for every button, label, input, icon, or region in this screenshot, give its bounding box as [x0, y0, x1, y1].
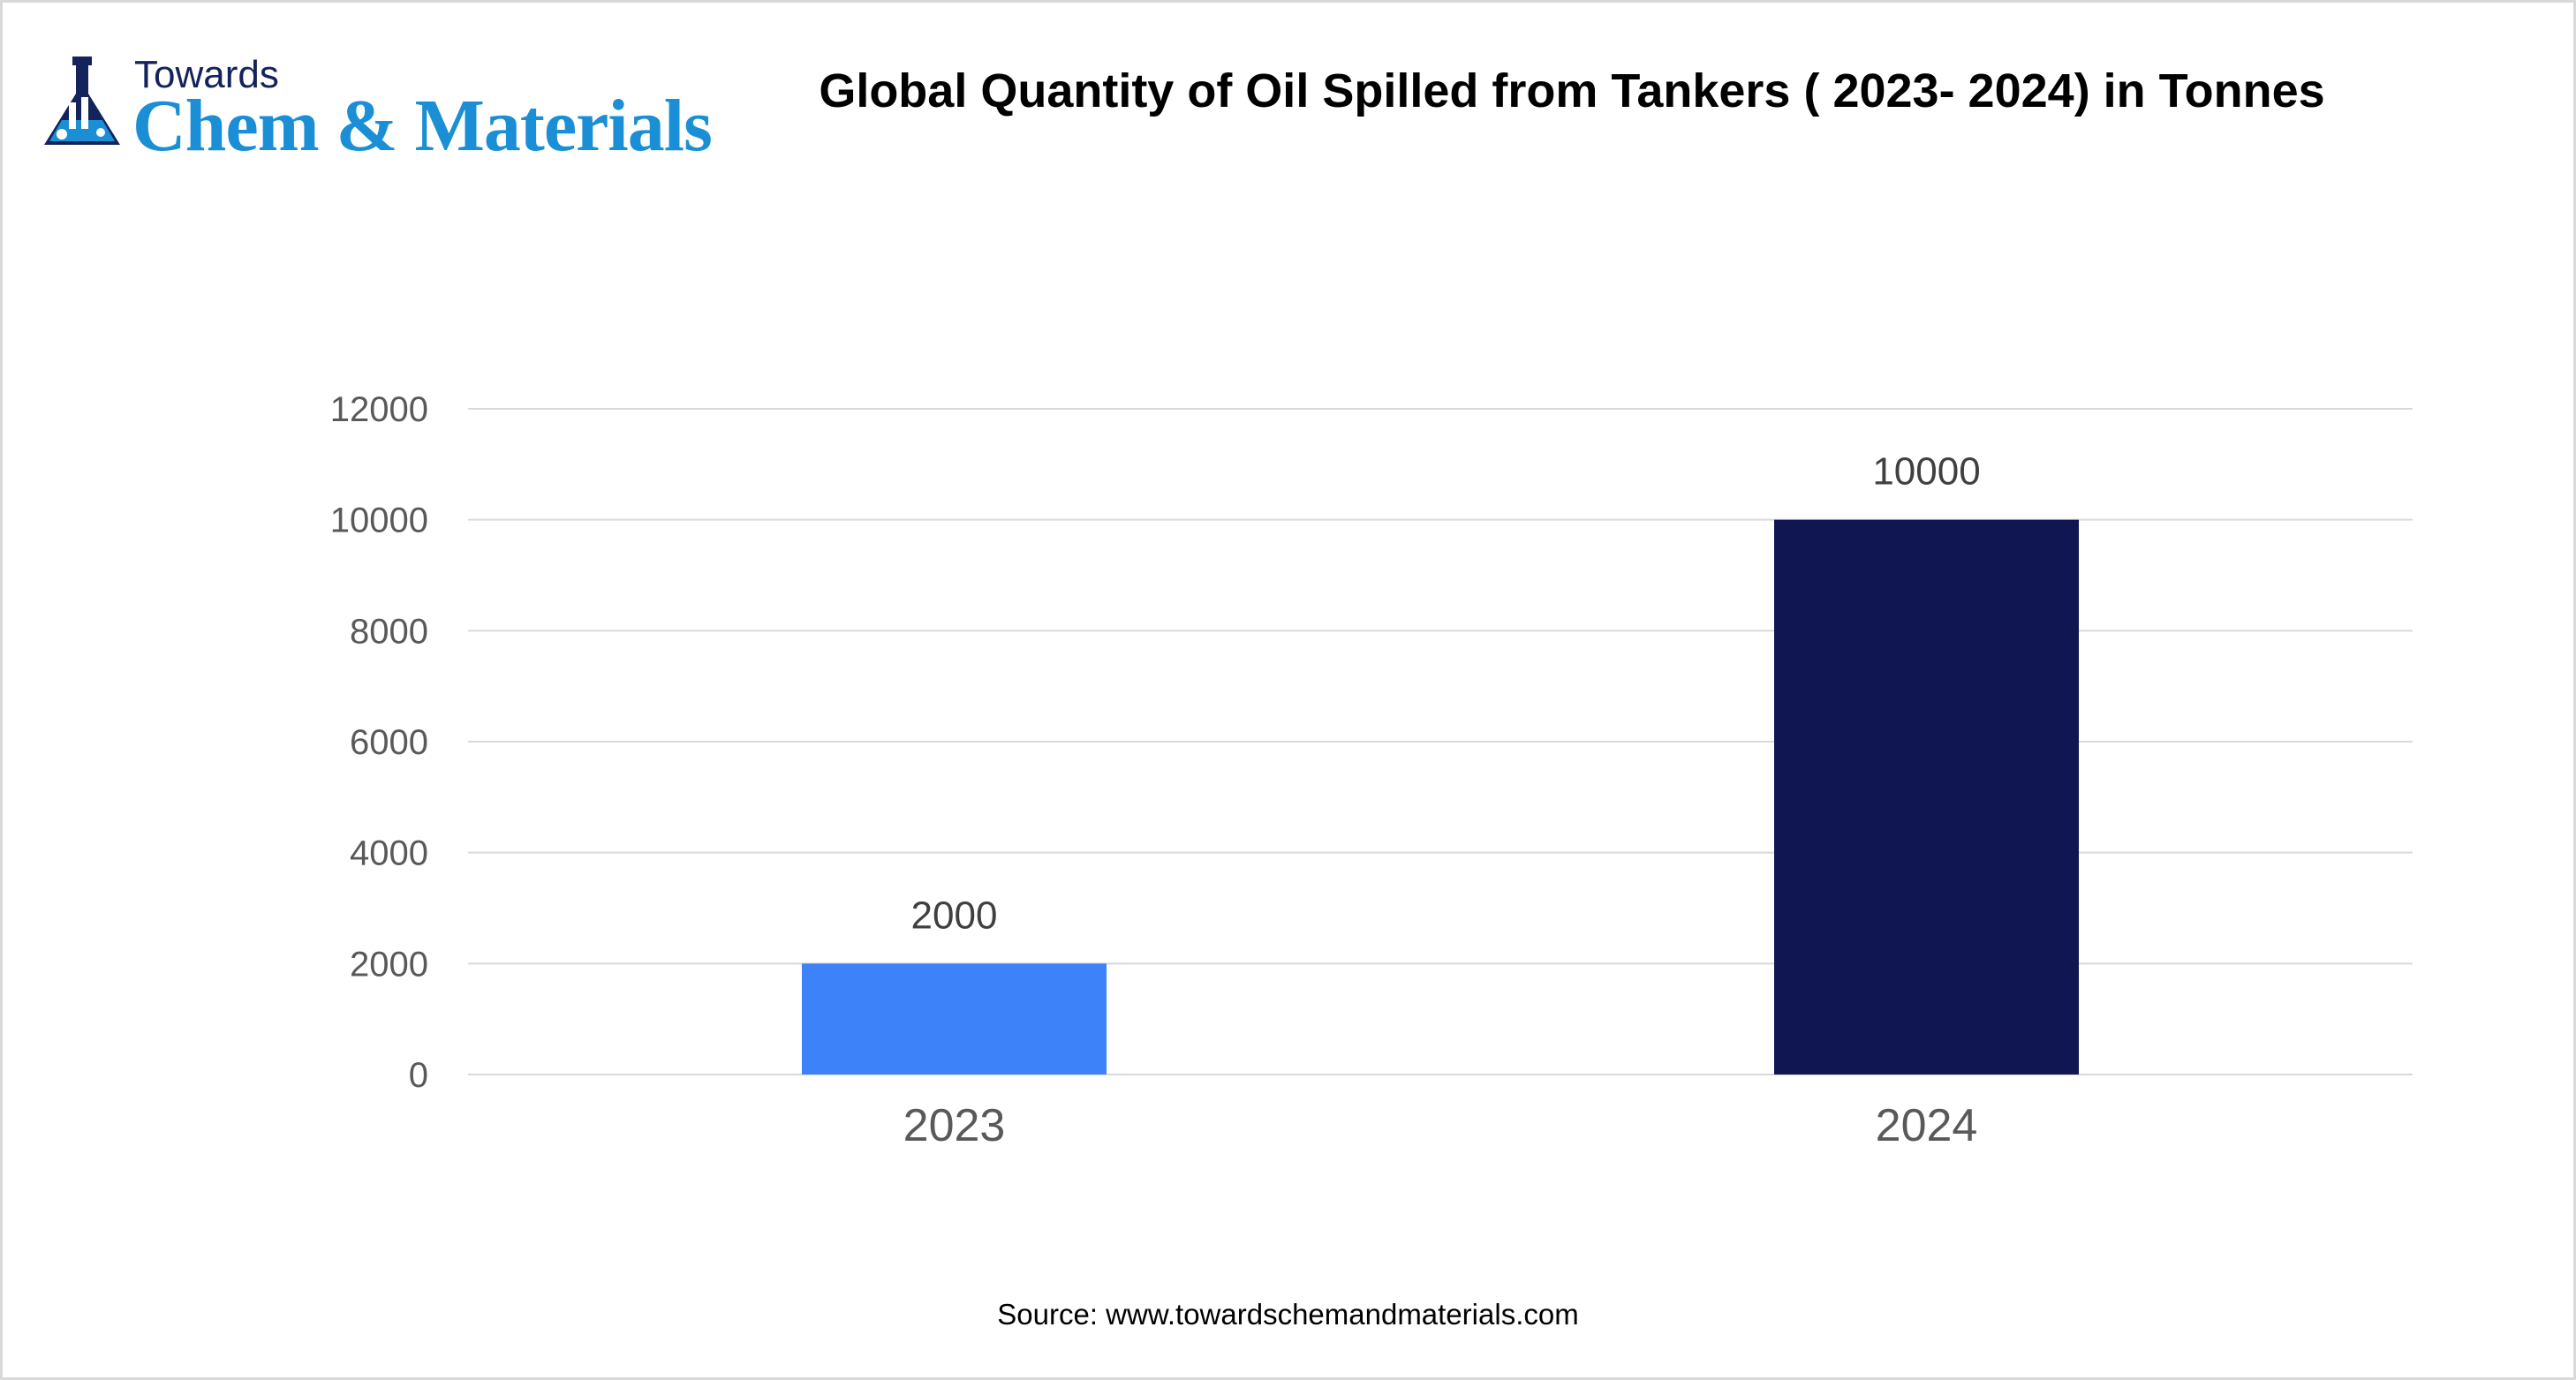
- y-axis-ticks: 0 2000 4000 6000 8000 10000 12000: [330, 390, 428, 1095]
- logo-line1: Towards: [134, 53, 279, 96]
- y-tick-label: 10000: [330, 501, 428, 540]
- y-tick-label: 12000: [330, 390, 428, 429]
- bar-2024: [1774, 519, 2079, 1075]
- source-note: Source: www.towardschemandmaterials.com: [997, 1298, 1579, 1331]
- bar-2023: [802, 963, 1107, 1075]
- y-tick-label: 6000: [350, 723, 428, 762]
- data-label-2024: 10000: [1872, 450, 1980, 494]
- brand-logo: Towards Chem & Materials: [35, 49, 713, 167]
- y-tick-label: 2000: [350, 945, 428, 984]
- y-tick-label: 0: [409, 1056, 428, 1095]
- gridlines: [468, 408, 2413, 1075]
- bar-chart: 0 2000 4000 6000 8000 10000 12000 2000 10000 20…: [330, 390, 2413, 1151]
- chart-title: Global Quantity of Oil Spilled from Tank…: [819, 64, 2325, 117]
- y-tick-label: 8000: [350, 612, 428, 651]
- bars: [802, 519, 2079, 1075]
- flask-icon: [44, 57, 120, 145]
- data-labels: 2000 10000: [911, 450, 1981, 938]
- y-tick-label: 4000: [350, 834, 428, 873]
- logo-line2: Chem & Materials: [132, 85, 713, 167]
- data-label-2023: 2000: [911, 894, 998, 937]
- x-axis-ticks: 2023 2024: [903, 1100, 1978, 1151]
- x-tick-label: 2023: [903, 1100, 1006, 1151]
- x-tick-label: 2024: [1876, 1100, 1978, 1151]
